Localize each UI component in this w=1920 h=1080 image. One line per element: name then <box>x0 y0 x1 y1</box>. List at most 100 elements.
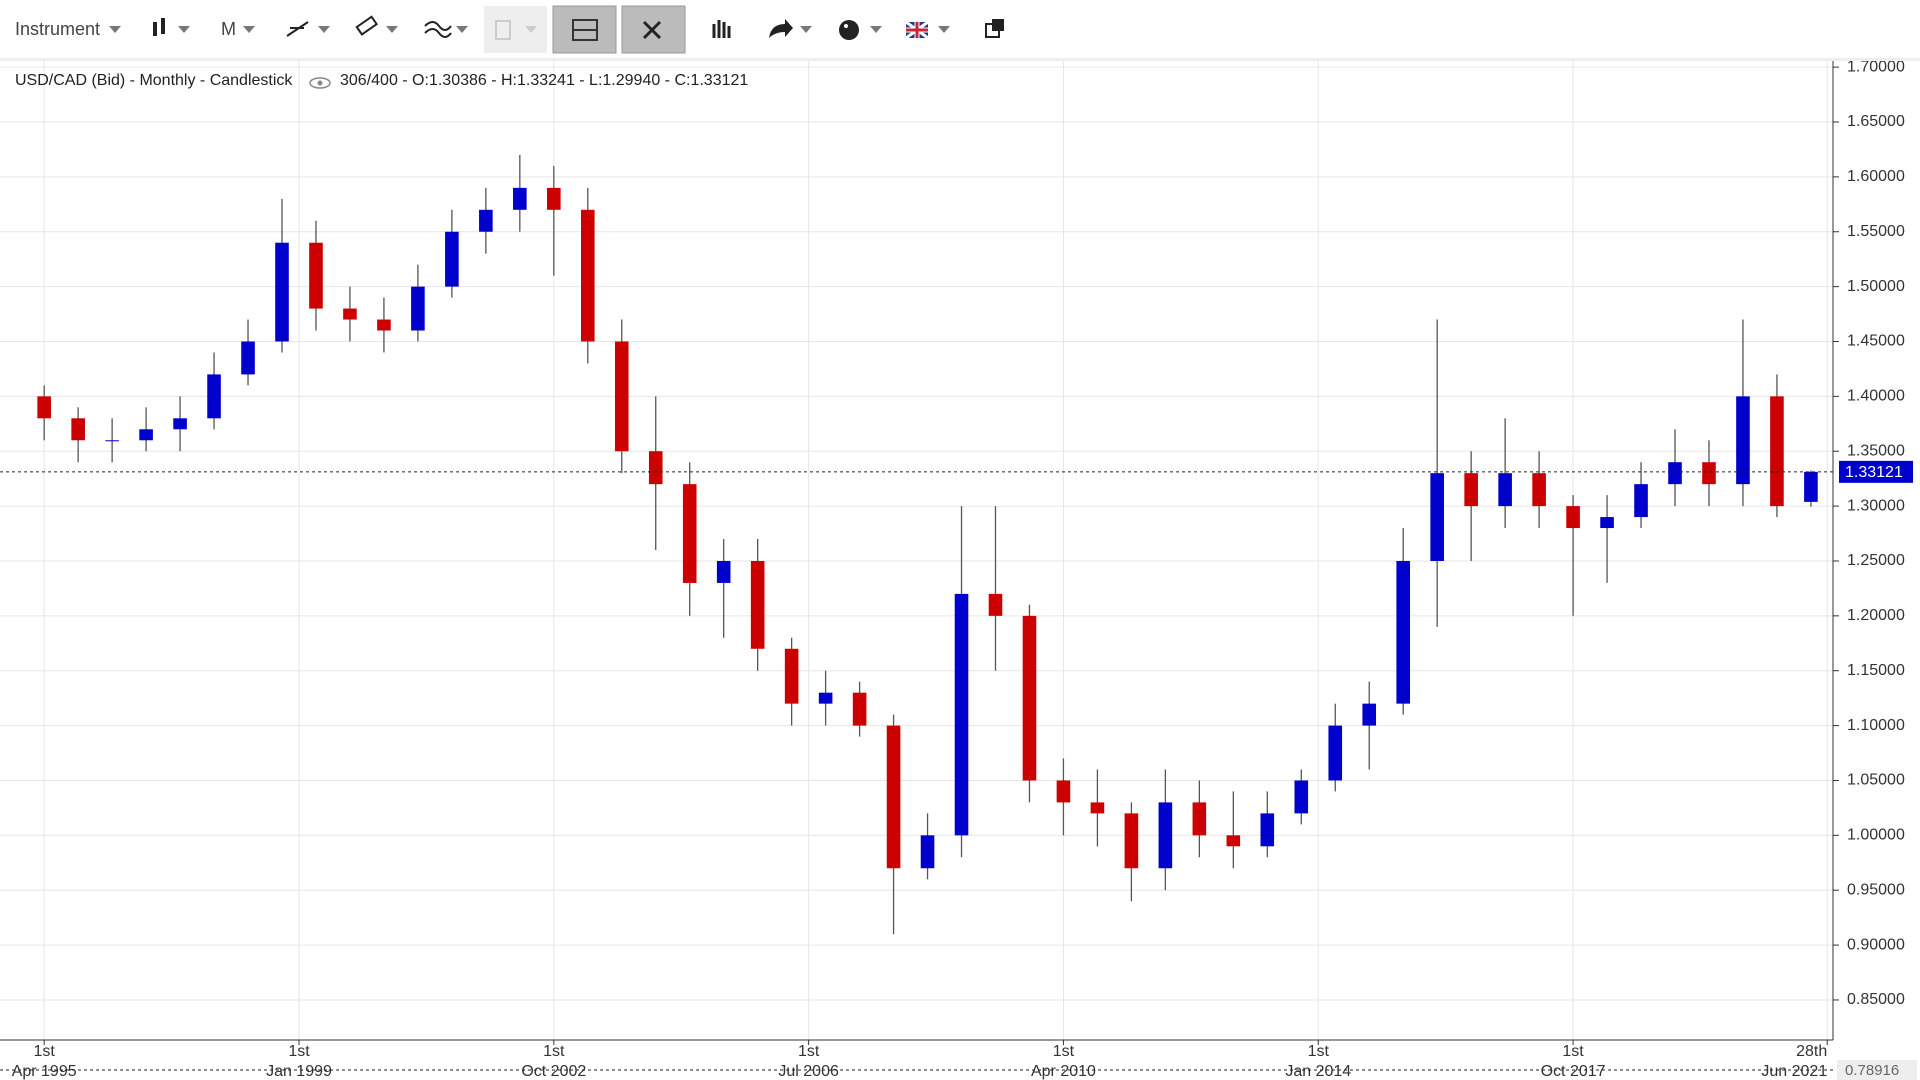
instrument-button[interactable]: Instrument <box>15 19 100 39</box>
candle-body <box>920 835 935 869</box>
cursor-value-label: 0.78916 <box>1845 1062 1899 1079</box>
measure-menu[interactable] <box>355 15 398 36</box>
x-tick-label: 1st Jul 2006 <box>778 1043 839 1080</box>
language-menu[interactable] <box>905 20 950 40</box>
candle-body <box>818 692 833 704</box>
candle-body <box>1192 802 1207 836</box>
y-tick-label: 1.40000 <box>1847 388 1905 405</box>
chart-title: USD/CAD (Bid) - Monthly - Candlestick <box>15 72 293 89</box>
x-tick-label: 1st Jan 2014 <box>1285 1043 1351 1080</box>
crosshair-button[interactable] <box>552 5 617 54</box>
candle-body <box>1566 506 1580 529</box>
y-tick-label: 1.30000 <box>1847 497 1905 514</box>
visibility-toggle[interactable] <box>309 77 331 89</box>
candle-body <box>105 440 119 442</box>
icon <box>161 18 165 34</box>
popout-button[interactable] <box>985 19 1004 38</box>
icon <box>769 19 793 38</box>
share-menu[interactable] <box>769 19 812 38</box>
x-tick-label: 1st Jan 1999 <box>266 1043 332 1080</box>
candle-body <box>1056 780 1071 803</box>
toolbar-bg <box>0 0 1920 58</box>
x-tick-month: Apr 1995 <box>12 1063 77 1080</box>
x-tick-month: Oct 2002 <box>521 1063 586 1080</box>
y-tick-label: 1.45000 <box>1847 333 1905 350</box>
y-tick-label: 0.95000 <box>1847 881 1905 898</box>
caret <box>109 26 121 33</box>
x-tick-month: Apr 2010 <box>1031 1063 1096 1080</box>
candle-body <box>1294 780 1309 814</box>
x-tick-month: Jan 2014 <box>1285 1063 1351 1080</box>
candle-body <box>1124 813 1139 869</box>
eye-icon <box>317 80 323 86</box>
candle-body <box>1158 802 1173 869</box>
toolbar-shadow <box>0 58 1920 61</box>
x-tick-day: 28th <box>1796 1043 1827 1060</box>
y-tick-label: 1.60000 <box>1847 168 1905 185</box>
candle-body <box>37 396 51 419</box>
period-menu[interactable]: M <box>221 19 255 39</box>
candle-body <box>309 242 323 309</box>
x-tick-day: 1st <box>798 1043 820 1060</box>
candle-body <box>479 209 493 232</box>
candle-body <box>1328 725 1343 781</box>
caret <box>386 26 398 33</box>
caret <box>243 26 255 33</box>
candle-body <box>614 341 629 452</box>
candle-body <box>1736 396 1750 485</box>
x-tick-day: 1st <box>543 1043 565 1060</box>
delete-button[interactable] <box>484 6 547 53</box>
y-tick-label: 1.10000 <box>1847 717 1905 734</box>
candle-body <box>1804 471 1818 502</box>
candle-body <box>513 187 527 210</box>
candle-body <box>648 451 663 485</box>
y-tick-label: 1.35000 <box>1847 442 1905 459</box>
candle-body <box>1464 473 1478 507</box>
fullscreen-button[interactable] <box>621 5 686 54</box>
candle-body <box>716 560 731 583</box>
candle-body <box>275 242 289 342</box>
candle-body <box>139 429 153 441</box>
flag <box>906 22 928 38</box>
last-price-label: 1.33121 <box>1845 464 1903 481</box>
x-tick-month: Jul 2006 <box>778 1063 839 1080</box>
candle-body <box>173 418 187 430</box>
candle-body <box>1600 517 1614 529</box>
caret <box>525 26 537 33</box>
y-tick-label: 1.65000 <box>1847 113 1905 130</box>
y-tick-label: 1.55000 <box>1847 223 1905 240</box>
caret <box>456 26 468 33</box>
candle-body <box>682 484 697 583</box>
caret <box>178 26 190 33</box>
button-bg <box>484 6 547 53</box>
cursor-value-box <box>1837 1060 1917 1080</box>
x-tick-month: Jun 2021 <box>1761 1063 1827 1080</box>
indicator-menu[interactable] <box>424 21 468 38</box>
x-tick-label: 1st Oct 2002 <box>521 1043 586 1080</box>
candle-body <box>445 231 459 287</box>
theme-menu[interactable] <box>839 20 882 40</box>
candle-body <box>1226 835 1241 847</box>
instrument-menu[interactable]: Instrument <box>15 19 121 39</box>
icon <box>839 20 859 40</box>
line-tool-menu[interactable] <box>286 21 330 37</box>
x-tick-day: 1st <box>1562 1043 1584 1060</box>
candle-body <box>784 648 799 704</box>
last-price-box <box>1839 460 1913 483</box>
period-button[interactable]: M <box>221 19 236 39</box>
axes: 0.85000 0.90000 0.95000 1.00000 1.05000 1.100… <box>0 58 1917 1080</box>
chart-type-menu[interactable] <box>153 18 190 36</box>
candle-body <box>207 374 221 419</box>
icon <box>153 22 157 36</box>
candle-body <box>988 593 1003 616</box>
caret <box>870 26 882 33</box>
candle-body <box>71 418 85 441</box>
volume-button[interactable] <box>712 20 731 38</box>
candle-body <box>1770 396 1784 507</box>
y-tick-label: 1.20000 <box>1847 607 1905 624</box>
candle-body <box>750 560 765 649</box>
caret <box>318 26 330 33</box>
icon <box>495 20 511 40</box>
x-tick-month: Jan 1999 <box>266 1063 332 1080</box>
candle-body <box>1668 462 1682 485</box>
